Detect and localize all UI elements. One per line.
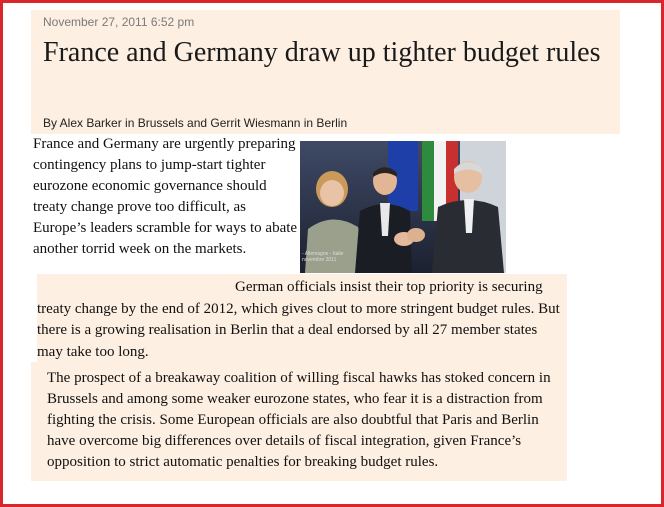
article-paragraph-1: France and Germany are urgently preparin… bbox=[33, 134, 299, 260]
article-timestamp: November 27, 2011 6:52 pm bbox=[43, 15, 194, 29]
article-paragraph-2-text: German officials insist their top priori… bbox=[37, 279, 560, 360]
photo-caption-date: novembre 2011 bbox=[302, 257, 343, 263]
article-byline: By Alex Barker in Brussels and Gerrit Wi… bbox=[43, 116, 347, 130]
photo-caption: - Allemagne - Italie novembre 2011 bbox=[302, 251, 343, 263]
article-headline: France and Germany draw up tighter budge… bbox=[43, 36, 618, 69]
article-photo: - Allemagne - Italie novembre 2011 bbox=[300, 141, 506, 273]
article-paragraph-2: German officials insist their top priori… bbox=[37, 277, 565, 363]
article-paragraph-3: The prospect of a breakaway coalition of… bbox=[47, 368, 562, 473]
